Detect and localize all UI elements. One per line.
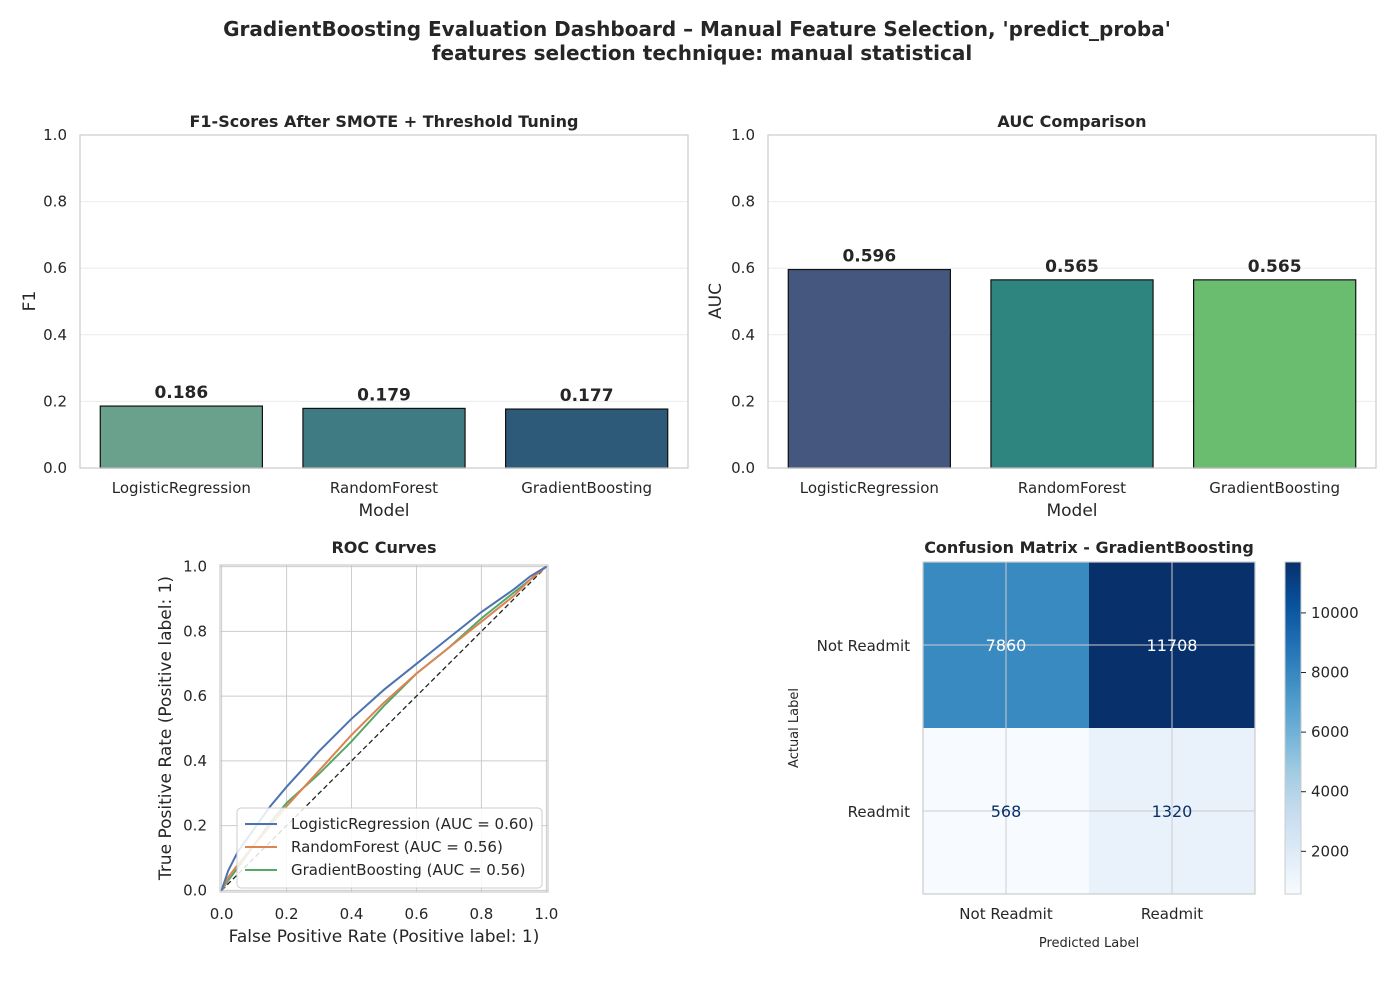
p1-x-tick-label: RandomForest bbox=[330, 479, 438, 497]
cm-x-tick-label: Not Readmit bbox=[959, 905, 1053, 923]
p1-y-tick-label: 1.0 bbox=[43, 126, 67, 144]
roc-axes-frame bbox=[219, 564, 549, 893]
roc-x-tick-label: 0.0 bbox=[210, 905, 234, 923]
p2-y-tick-label: 0.0 bbox=[731, 459, 755, 477]
p2-bar-value-label: 0.565 bbox=[1045, 257, 1099, 277]
cm-cell-labels: 7860 11708 568 1320 bbox=[986, 636, 1198, 821]
cm-colorbar-tick-label: 2000 bbox=[1311, 842, 1349, 860]
p2-x-tick-label: RandomForest bbox=[1018, 479, 1126, 497]
cm-cell-value: 568 bbox=[991, 802, 1022, 821]
roc-legend: LogisticRegression (AUC = 0.60) RandomFor… bbox=[236, 807, 543, 889]
f1-bars: 0.186 0.179 0.177 bbox=[99, 383, 669, 469]
cm-cells bbox=[923, 562, 1255, 894]
roc-legend-label: RandomForest (AUC = 0.56) bbox=[291, 838, 503, 856]
roc-legend-label: LogisticRegression (AUC = 0.60) bbox=[291, 815, 534, 833]
cm-colorbar-tick-label: 8000 bbox=[1311, 664, 1349, 682]
cm-gridlines bbox=[923, 562, 1255, 894]
p2-bar-value-label: 0.565 bbox=[1248, 257, 1302, 277]
p1-y-tick-label: 0.8 bbox=[43, 193, 67, 211]
cm-cell-value: 11708 bbox=[1147, 636, 1198, 655]
f1-chart-title: F1-Scores After SMOTE + Threshold Tuning bbox=[189, 112, 578, 131]
f1-axes-frame bbox=[79, 134, 689, 469]
roc-y-axis-label: True Positive Rate (Positive label: 1) bbox=[156, 576, 176, 881]
roc-x-axis-label: False Positive Rate (Positive label: 1) bbox=[229, 927, 540, 947]
roc-x-tick-label: 0.2 bbox=[275, 905, 299, 923]
p1-bar bbox=[99, 405, 264, 469]
cm-y-axis-label: Actual Label bbox=[787, 688, 802, 768]
roc-x-tick-label: 1.0 bbox=[534, 905, 558, 923]
cm-chart-title: Confusion Matrix - GradientBoosting bbox=[924, 538, 1254, 557]
roc-legend-frame bbox=[236, 807, 543, 889]
auc-bars: 0.596 0.565 0.565 bbox=[787, 247, 1357, 469]
roc-y-tick-label: 1.0 bbox=[183, 558, 207, 576]
cm-colorbar-tick-label: 6000 bbox=[1311, 723, 1349, 741]
p2-x-tick-label: GradientBoosting bbox=[1209, 479, 1340, 497]
p2-y-tick-label: 0.8 bbox=[731, 193, 755, 211]
cm-colorbar bbox=[1284, 561, 1302, 895]
f1-y-axis-label: F1 bbox=[20, 291, 40, 312]
cm-y-tick-label: Not Readmit bbox=[817, 637, 911, 655]
auc-y-axis-label: AUC bbox=[706, 283, 726, 319]
p2-y-tick-label: 0.4 bbox=[731, 326, 755, 344]
roc-y-tick-label: 0.2 bbox=[183, 817, 207, 835]
roc-x-tick-label: 0.4 bbox=[340, 905, 364, 923]
roc-y-tick-label: 0.8 bbox=[183, 622, 207, 640]
p1-bar-value-label: 0.186 bbox=[154, 383, 208, 403]
auc-chart-title: AUC Comparison bbox=[997, 112, 1146, 131]
p2-bar bbox=[787, 268, 951, 469]
p1-bar-value-label: 0.177 bbox=[560, 386, 614, 406]
f1-bar-chart: F1-Scores After SMOTE + Threshold Tuning… bbox=[20, 112, 689, 521]
cm-colorbar-ticks: 2000 4000 6000 8000 10000 bbox=[1301, 604, 1359, 860]
cm-cell-value: 1320 bbox=[1152, 802, 1193, 821]
f1-x-axis-label: Model bbox=[358, 501, 409, 521]
cm-ticks: Not Readmit Readmit Not Readmit Readmit bbox=[817, 637, 1204, 923]
roc-chart: ROC Curves 0.00.20.40.60.81.0 0.0 0.2 0.4 0… bbox=[156, 538, 558, 947]
cm-x-tick-label: Readmit bbox=[1141, 905, 1203, 923]
figure-title-line1: GradientBoosting Evaluation Dashboard – … bbox=[223, 17, 1171, 41]
p1-bar bbox=[505, 408, 669, 469]
roc-x-tick-label: 0.8 bbox=[469, 905, 493, 923]
p1-x-tick-label: GradientBoosting bbox=[521, 479, 652, 497]
f1-y-ticks: 0.0 0.2 0.4 0.6 0.8 1.0 bbox=[43, 126, 67, 477]
confusion-matrix-chart: Confusion Matrix - GradientBoosting 7860… bbox=[787, 538, 1359, 951]
roc-y-tick-label: 0.0 bbox=[183, 881, 207, 899]
p2-bar-value-label: 0.596 bbox=[842, 247, 896, 267]
figure-title-line2: features selection technique: manual sta… bbox=[432, 41, 972, 65]
auc-bar-chart: AUC Comparison 0.596 0.565 0.565 0.0 0.2 0.4… bbox=[706, 112, 1377, 521]
p1-bar bbox=[302, 407, 466, 469]
auc-x-axis-label: Model bbox=[1046, 501, 1097, 521]
cm-x-axis-label: Predicted Label bbox=[1039, 936, 1139, 951]
cm-y-tick-label: Readmit bbox=[848, 803, 910, 821]
cm-colorbar-tick-label: 10000 bbox=[1311, 604, 1359, 622]
roc-x-ticks: 0.0 0.2 0.4 0.6 0.8 1.0 bbox=[210, 905, 559, 923]
p2-y-tick-label: 0.6 bbox=[731, 259, 755, 277]
f1-x-ticks: LogisticRegression RandomForest GradientBo… bbox=[112, 479, 652, 497]
roc-chart-title: ROC Curves bbox=[331, 538, 436, 557]
p1-y-tick-label: 0.6 bbox=[43, 259, 67, 277]
auc-y-ticks: 0.0 0.2 0.4 0.6 0.8 1.0 bbox=[731, 126, 755, 477]
roc-y-tick-label: 0.6 bbox=[183, 687, 207, 705]
p1-y-tick-label: 0.0 bbox=[43, 459, 67, 477]
p1-bar-value-label: 0.179 bbox=[357, 385, 411, 405]
roc-x-tick-label: 0.6 bbox=[405, 905, 429, 923]
p2-y-tick-label: 0.2 bbox=[731, 392, 755, 410]
auc-axes-frame bbox=[767, 134, 1377, 469]
p2-bar bbox=[990, 279, 1154, 469]
p2-y-tick-label: 1.0 bbox=[731, 126, 755, 144]
cm-colorbar-tick-label: 4000 bbox=[1311, 783, 1349, 801]
p2-x-tick-label: LogisticRegression bbox=[800, 479, 939, 497]
cm-axes-frame bbox=[922, 561, 1256, 895]
roc-legend-label: GradientBoosting (AUC = 0.56) bbox=[291, 861, 526, 879]
p1-y-tick-label: 0.4 bbox=[43, 326, 67, 344]
p2-bar bbox=[1192, 279, 1357, 469]
p1-x-tick-label: LogisticRegression bbox=[112, 479, 251, 497]
roc-y-tick-label: 0.4 bbox=[183, 752, 207, 770]
p1-y-tick-label: 0.2 bbox=[43, 392, 67, 410]
auc-x-ticks: LogisticRegression RandomForest GradientBo… bbox=[800, 479, 1340, 497]
cm-cell-value: 7860 bbox=[986, 636, 1027, 655]
roc-y-ticks: 0.0 0.2 0.4 0.6 0.8 1.0 bbox=[183, 558, 207, 900]
